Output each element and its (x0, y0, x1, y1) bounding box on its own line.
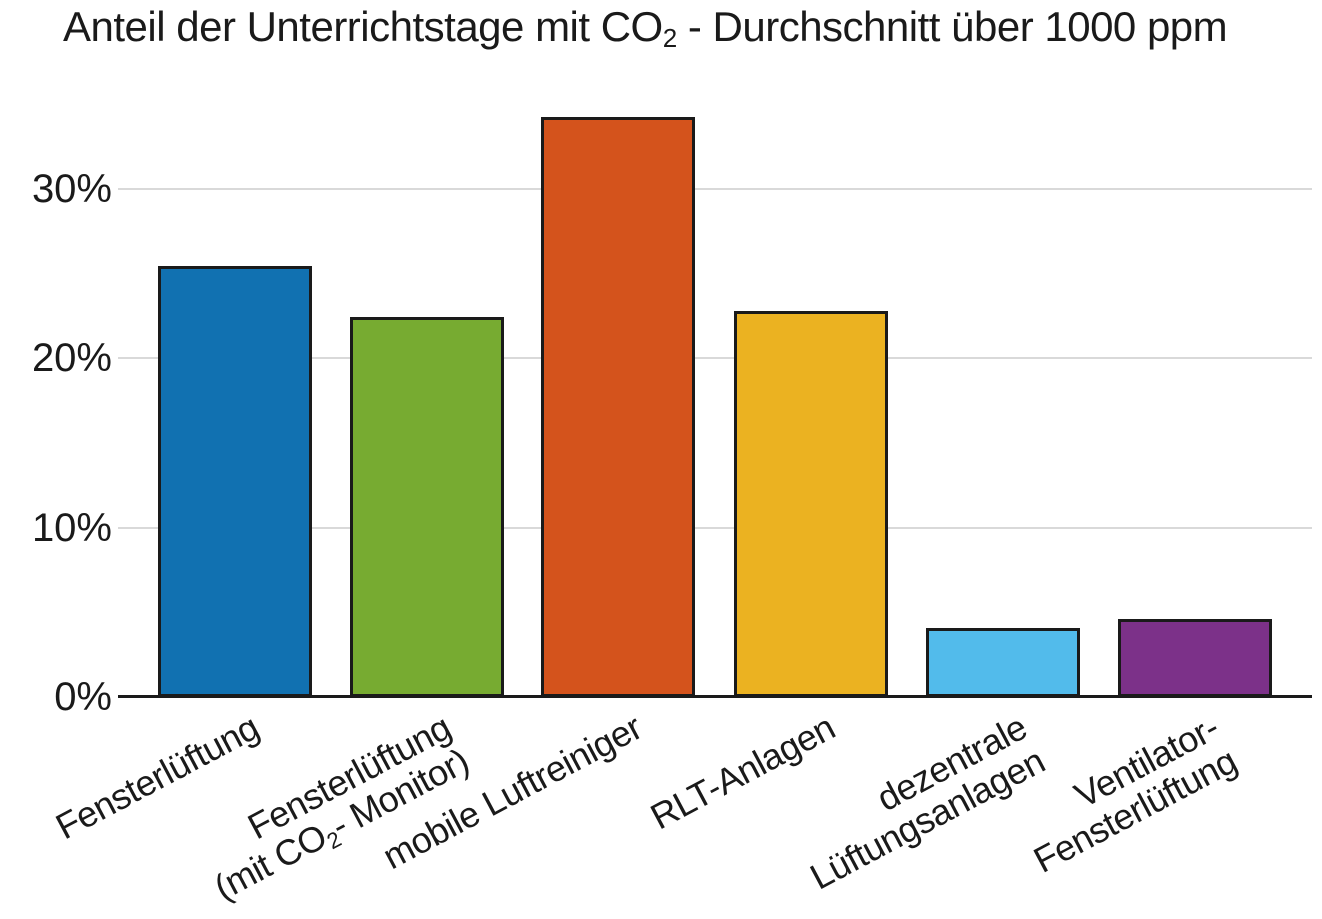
x-axis-line (118, 695, 1312, 698)
y-tick-label-30pct: 30% (31, 166, 112, 211)
gridline-10pct (118, 526, 1312, 529)
gridline-20pct (118, 357, 1312, 359)
bar-mobile-luftreiniger (541, 117, 695, 697)
y-tick-label-10pct: 10% (31, 505, 112, 550)
gridline-30pct (118, 187, 1312, 190)
bar-rlt-anlagen (734, 311, 888, 697)
y-tick-label-20pct: 20% (31, 336, 112, 380)
bar-ventilator-fensterlueftung (1118, 619, 1272, 697)
chart-title: Anteil der Unterrichtstage mit CO2 - Dur… (63, 3, 1228, 54)
bar-fensterlueftung-mit-co2-monitor (350, 317, 504, 697)
bar-dezentrale-lueftungsanlagen (926, 628, 1080, 697)
y-tick-label-0pct: 0% (54, 675, 112, 719)
bar-fensterlueftung (158, 266, 312, 697)
